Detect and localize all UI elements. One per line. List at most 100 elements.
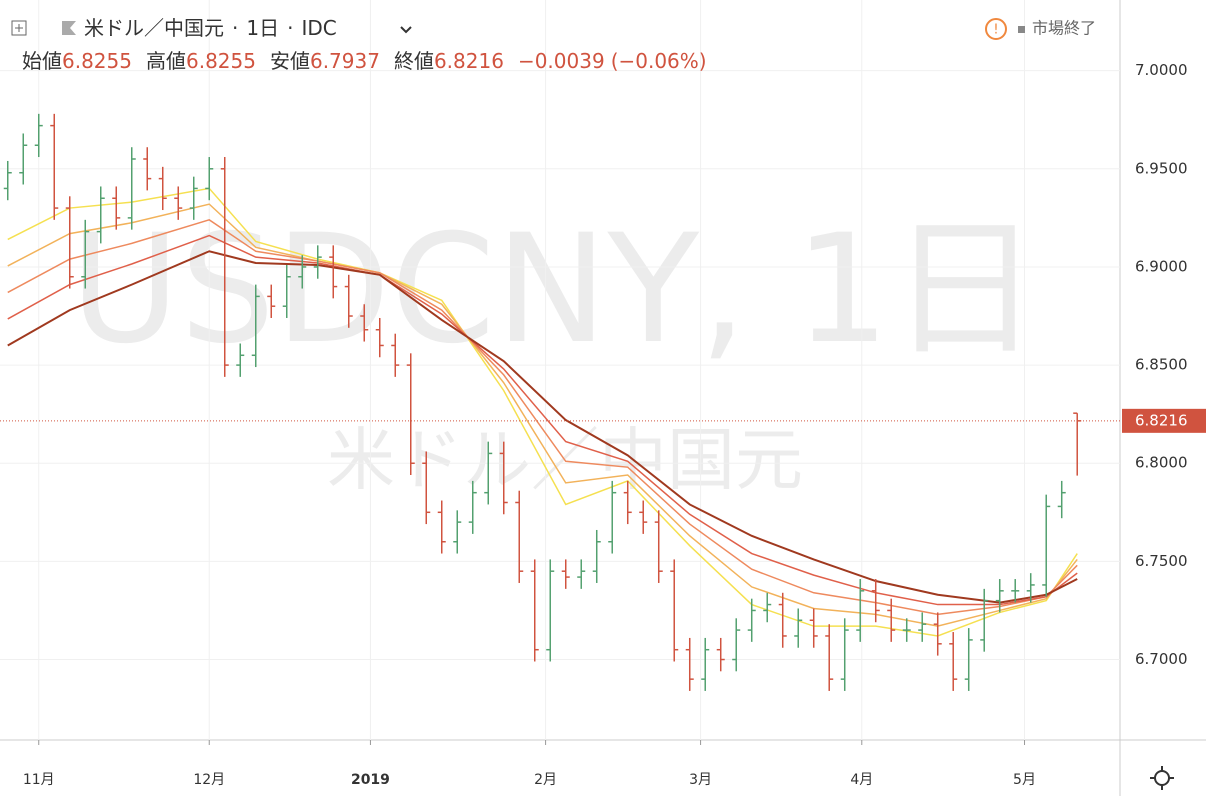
value: 6.8255 <box>62 49 132 73</box>
last-price-label: 6.8216 <box>1135 411 1188 429</box>
value: 6.7937 <box>310 49 380 73</box>
icon[interactable] <box>11 20 27 36</box>
interval: 1日 <box>246 16 279 40</box>
market-status: 市場終了 <box>1032 19 1096 38</box>
ohlc-bar <box>871 579 880 623</box>
ohlc-bar <box>995 579 1004 613</box>
ohlc-bar <box>205 157 214 201</box>
ohlc-bar <box>902 618 911 642</box>
x-tick-label: 11月 <box>23 772 55 788</box>
y-tick-label: 6.8000 <box>1135 454 1188 472</box>
ohlc-bar <box>65 196 74 289</box>
y-tick-label: 6.8500 <box>1135 356 1188 374</box>
ohlc-bar <box>918 612 927 642</box>
ohlc-bar <box>794 608 803 648</box>
ohlc-bar <box>701 637 710 691</box>
y-tick-label: 6.9500 <box>1135 159 1188 177</box>
ohlc-bar <box>189 176 198 220</box>
symbol: 米ドル／中国元 <box>84 16 224 40</box>
ohlc-bar <box>329 245 338 299</box>
ohlc-bar <box>344 274 353 328</box>
y-tick-label: 6.9000 <box>1135 257 1188 275</box>
ohlc-bar <box>143 147 152 191</box>
ohlc-bar <box>747 598 756 642</box>
ohlc-bar <box>515 490 524 583</box>
ohlc-bar <box>422 451 431 525</box>
ohlc-bar <box>313 245 322 279</box>
ohlc-bar <box>1011 579 1020 603</box>
settings[interactable] <box>1150 766 1174 790</box>
last-price-box <box>1122 408 1206 433</box>
ohlc-bar <box>499 441 508 515</box>
ohlc-bar <box>887 598 896 642</box>
ohlc-bar <box>856 579 865 642</box>
ohlc-bar <box>282 264 291 318</box>
ohlc-bar <box>437 500 446 554</box>
ohlc-bar <box>391 333 400 377</box>
ohlc-bar <box>964 628 973 691</box>
ohlc-bar <box>809 608 818 648</box>
x-tick-label: 2019 <box>351 772 390 788</box>
ohlc-bar <box>763 592 772 623</box>
dropdown[interactable] <box>400 26 412 34</box>
ohlc-bar <box>127 147 136 230</box>
ohlc-bar <box>577 559 586 589</box>
label: 安値 <box>270 49 310 73</box>
ohlc-bar <box>34 113 43 158</box>
moving-average <box>7 250 1078 604</box>
ohlc-bar <box>949 632 958 691</box>
ohlc-bar <box>608 480 617 554</box>
source: IDC <box>301 16 336 40</box>
alert-mark: ! <box>993 23 998 38</box>
plot <box>0 0 1120 740</box>
ohlc-bar <box>96 186 105 244</box>
header-title: 米ドル／中国元 · 1日 · IDC <box>84 16 337 40</box>
ohlc-bar <box>251 284 260 368</box>
x-tick-label: 2月 <box>534 772 557 788</box>
y-tick-label: 7.0000 <box>1135 61 1188 79</box>
ohlc-bar <box>778 592 787 648</box>
ohlc-bar <box>406 353 415 476</box>
value: 6.8216 <box>434 49 504 73</box>
status-dot <box>1018 26 1025 33</box>
label: 始値 <box>22 49 62 73</box>
icon <box>15 24 23 32</box>
ohlc-bar <box>840 618 849 691</box>
ohlc-bar <box>670 559 679 662</box>
ohlc-bar <box>3 160 12 201</box>
ohlc-bar <box>158 166 167 211</box>
x-tick-label: 3月 <box>689 772 712 788</box>
ohlc-bar <box>592 529 601 583</box>
x-tick-label: 12月 <box>193 772 225 788</box>
ohlc-bar <box>484 441 493 505</box>
ohlc-bar <box>220 157 229 377</box>
change-pct: (−0.06%) <box>611 49 707 73</box>
ohlc-bar <box>375 317 384 358</box>
ohlc-bar <box>298 255 307 289</box>
ohlc-bar <box>623 480 632 525</box>
ohlc-bar <box>112 186 121 230</box>
ohlc-bar <box>267 284 276 318</box>
label: 終値 <box>394 49 434 73</box>
watermark: USDCNY, 1日 <box>70 203 1040 377</box>
ohlc-bar <box>530 559 539 662</box>
ohlc-bar <box>825 624 834 691</box>
ohlc-bar <box>19 133 28 185</box>
ohlc-bar <box>468 480 477 534</box>
ohlc-bar <box>685 637 694 691</box>
ohlc-bar <box>1026 573 1035 603</box>
header: 米ドル／中国元 · 1日 · IDC 始値6.8255 高値6.8255 安値6.7937 終… <box>11 16 1096 73</box>
ohlc-bar <box>1042 494 1051 597</box>
ohlc-bar <box>732 618 741 672</box>
label: 高値 <box>146 49 186 73</box>
y-tick-label: 6.7000 <box>1135 650 1188 668</box>
ohlc-bar <box>174 186 183 220</box>
dot: · <box>287 16 293 40</box>
ohlc-bar <box>546 559 555 662</box>
alert-icon[interactable] <box>985 18 1007 40</box>
ohlc-bar <box>360 304 369 342</box>
ohlc-bar <box>654 510 663 583</box>
ohlc-bar <box>1057 480 1066 519</box>
x-tick-label: 5月 <box>1013 772 1036 788</box>
